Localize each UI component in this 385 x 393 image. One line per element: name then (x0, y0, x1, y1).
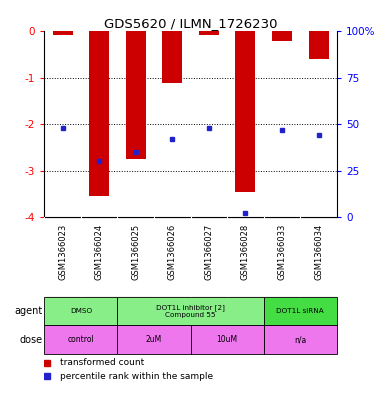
Text: GSM1366023: GSM1366023 (58, 224, 67, 280)
Text: GSM1366024: GSM1366024 (95, 224, 104, 280)
Text: DMSO: DMSO (70, 308, 92, 314)
Bar (272, 31, 292, 41)
Bar (264, 325, 337, 354)
Text: agent: agent (14, 306, 42, 316)
Text: control: control (67, 335, 94, 344)
Text: GSM1366027: GSM1366027 (204, 224, 213, 280)
Bar (44, 297, 117, 325)
Bar (264, 297, 337, 325)
Bar (199, 31, 219, 35)
Bar (308, 31, 329, 59)
Text: GSM1366033: GSM1366033 (278, 224, 286, 280)
Text: percentile rank within the sample: percentile rank within the sample (60, 372, 214, 381)
Text: DOT1L siRNA: DOT1L siRNA (276, 308, 324, 314)
Text: 10uM: 10uM (217, 335, 238, 344)
Bar (162, 31, 182, 83)
Text: dose: dose (19, 335, 42, 345)
Bar (117, 325, 191, 354)
Text: GSM1366028: GSM1366028 (241, 224, 250, 280)
Text: DOT1L inhibitor [2]
Compound 55: DOT1L inhibitor [2] Compound 55 (156, 304, 225, 318)
Text: 2uM: 2uM (146, 335, 162, 344)
Bar (89, 31, 109, 196)
Text: GSM1366034: GSM1366034 (314, 224, 323, 280)
Text: GSM1366025: GSM1366025 (131, 224, 140, 280)
Title: GDS5620 / ILMN_1726230: GDS5620 / ILMN_1726230 (104, 17, 277, 30)
Text: transformed count: transformed count (60, 358, 145, 367)
Bar (44, 325, 117, 354)
Text: n/a: n/a (294, 335, 306, 344)
Bar (191, 325, 264, 354)
Text: GSM1366026: GSM1366026 (168, 224, 177, 280)
Bar (52, 31, 73, 35)
Bar (235, 31, 256, 192)
Bar (126, 31, 146, 159)
Bar (117, 297, 264, 325)
